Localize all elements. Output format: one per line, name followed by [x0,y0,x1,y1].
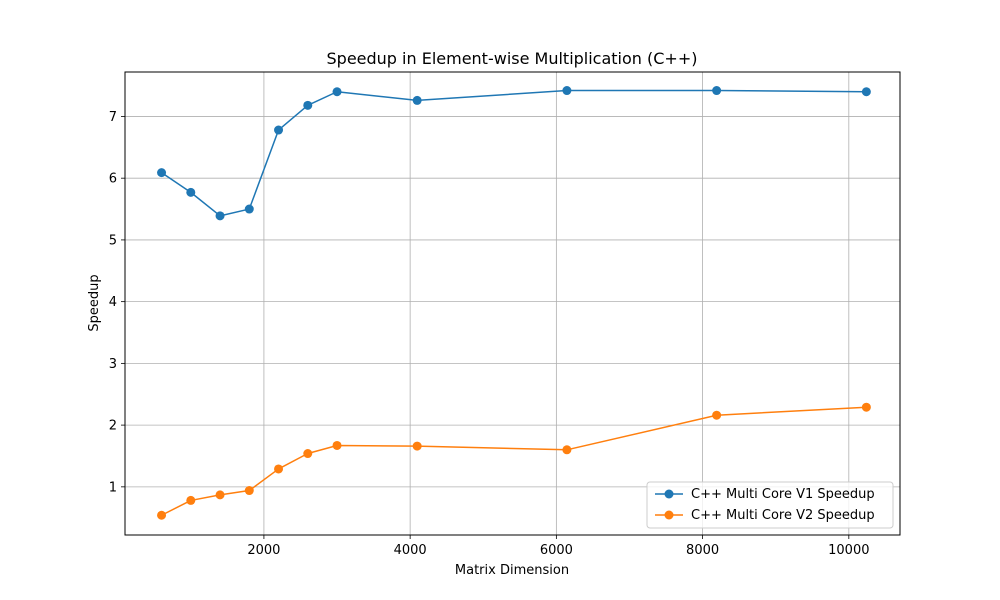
data-point [412,441,422,451]
data-point [157,168,167,178]
data-point [303,100,313,110]
plot-frame [124,71,901,536]
x-tick-label: 2000 [247,543,280,558]
chart-title: Speedup in Element-wise Multiplication (… [327,49,698,68]
y-tick-label: 1 [109,480,117,495]
y-tick-label: 4 [109,295,117,310]
data-point [861,87,871,97]
legend-box [646,481,894,529]
data-point [274,125,284,135]
x-tick-label: 6000 [540,543,573,558]
series-layer [157,86,871,520]
data-point [861,402,871,412]
data-point [332,440,342,450]
y-tick-label: 6 [109,172,117,187]
data-point [244,486,254,496]
data-point [186,495,196,505]
legend-label-v1: C++ Multi Core V1 Speedup [691,487,875,502]
data-point [712,410,722,420]
y-tick-label: 3 [109,357,117,372]
data-point [215,490,225,500]
grid [125,72,900,535]
x-tick-label: 4000 [394,543,427,558]
x-tick-label: 8000 [686,543,719,558]
legend-label-v2: C++ Multi Core V2 Speedup [691,508,875,523]
data-point [562,86,572,96]
y-tick-label: 2 [109,419,117,434]
data-point [186,187,196,197]
data-point [562,445,572,455]
y-axis-label: Speedup [87,274,102,331]
data-point [274,464,284,474]
y-tick-label: 5 [109,233,117,248]
data-point [332,87,342,97]
x-tick-label: 10000 [828,543,869,558]
data-point [215,211,225,221]
x-axis-label: Matrix Dimension [455,563,569,578]
data-point [712,86,722,96]
legend-marker-v1 [664,489,674,499]
legend: C++ Multi Core V1 Speedup C++ Multi Core… [646,481,894,529]
legend-marker-v2 [664,510,674,520]
data-point [303,449,313,459]
data-point [412,95,422,105]
data-point [244,204,254,214]
y-tick-label: 7 [109,110,117,125]
ticks: 2000 4000 6000 8000 10000 1 2 3 4 5 6 7 [109,110,870,558]
data-point [157,510,167,520]
